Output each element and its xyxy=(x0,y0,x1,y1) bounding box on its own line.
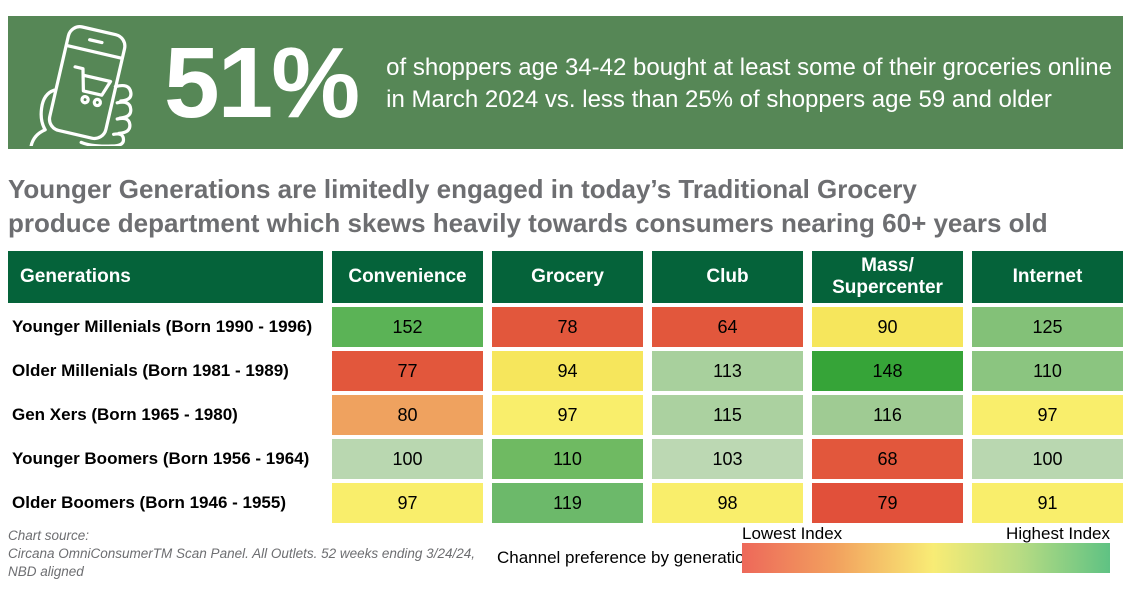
heatmap-cell: 110 xyxy=(492,439,643,479)
heatmap-cell: 100 xyxy=(972,439,1123,479)
heatmap-cell: 148 xyxy=(812,351,963,391)
heatmap-cell: 97 xyxy=(492,395,643,435)
chart-source-line2: Circana OmniConsumerTM Scan Panel. All O… xyxy=(8,546,475,562)
heatmap-cell: 125 xyxy=(972,307,1123,347)
stat-value: 51% xyxy=(164,26,360,139)
heatmap-cell: 68 xyxy=(812,439,963,479)
heatmap-cell: 97 xyxy=(972,395,1123,435)
legend-lowest-label: Lowest Index xyxy=(742,524,843,543)
chart-source-line1: Chart source: xyxy=(8,528,90,543)
heatmap-cell: 79 xyxy=(812,483,963,523)
heatmap-cell: 110 xyxy=(972,351,1123,391)
heatmap-cell: 152 xyxy=(332,307,483,347)
legend-labels: Lowest Index Highest Index xyxy=(742,524,1110,544)
heatmap-cell: 98 xyxy=(652,483,803,523)
column-header-convenience: Convenience xyxy=(332,251,483,303)
heatmap-cell: 90 xyxy=(812,307,963,347)
page-title-line1: Younger Generations are limitedly engage… xyxy=(8,174,917,204)
heatmap-cell: 78 xyxy=(492,307,643,347)
row-label: Younger Boomers (Born 1956 - 1964) xyxy=(8,439,323,479)
heatmap-cell: 77 xyxy=(332,351,483,391)
column-header-internet: Internet xyxy=(972,251,1123,303)
legend-gradient-bar xyxy=(742,543,1110,573)
heatmap-cell: 91 xyxy=(972,483,1123,523)
heatmap-cell: 100 xyxy=(332,439,483,479)
stat-description-line2: in March 2024 vs. less than 25% of shopp… xyxy=(386,85,1052,113)
chart-source-note: Chart source: Circana OmniConsumerTM Sca… xyxy=(8,527,478,582)
row-label: Gen Xers (Born 1965 - 1980) xyxy=(8,395,323,435)
legend-highest-label: Highest Index xyxy=(1006,524,1110,543)
heatmap-cell: 103 xyxy=(652,439,803,479)
chart-source-line3: NBD aligned xyxy=(8,564,84,580)
legend-caption: Channel preference by generation > xyxy=(497,548,769,567)
column-header-grocery: Grocery xyxy=(492,251,643,303)
column-header-club: Club xyxy=(652,251,803,303)
heatmap-cell: 94 xyxy=(492,351,643,391)
heatmap-cell: 80 xyxy=(332,395,483,435)
page-title-line2: produce department which skews heavily t… xyxy=(8,208,1048,239)
heatmap-cell: 113 xyxy=(652,351,803,391)
column-header-mass-supercenter: Mass/ Supercenter xyxy=(812,251,963,303)
page-title: Younger Generations are limitedly engage… xyxy=(8,172,1118,241)
stat-banner: 51% of shoppers age 34-42 bought at leas… xyxy=(8,16,1123,149)
heatmap-cell: 64 xyxy=(652,307,803,347)
heatmap-cell: 119 xyxy=(492,483,643,523)
stat-description: of shoppers age 34-42 bought at least so… xyxy=(386,50,1112,114)
heatmap-cell: 116 xyxy=(812,395,963,435)
row-label: Older Millenials (Born 1981 - 1989) xyxy=(8,351,323,391)
heatmap-cell: 115 xyxy=(652,395,803,435)
heatmap-table: Generations Convenience Grocery Club Mas… xyxy=(8,251,1123,523)
hand-holding-phone-cart-icon xyxy=(8,16,158,149)
heatmap-cell: 97 xyxy=(332,483,483,523)
stat-description-line1: of shoppers age 34-42 bought at least so… xyxy=(386,54,1112,82)
row-label: Older Boomers (Born 1946 - 1955) xyxy=(8,483,323,523)
column-header-generations: Generations xyxy=(8,251,323,303)
row-label: Younger Millenials (Born 1990 - 1996) xyxy=(8,307,323,347)
